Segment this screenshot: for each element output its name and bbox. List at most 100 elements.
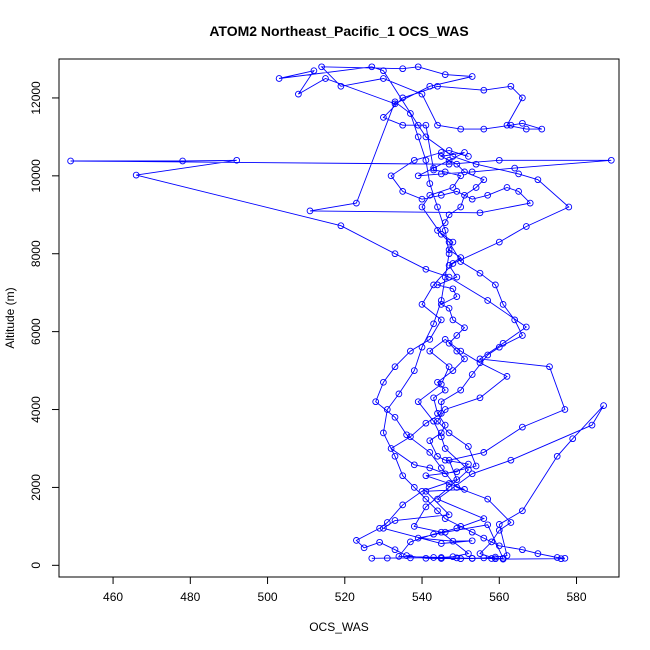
data-point [437,429,445,437]
data-point [453,347,461,355]
data-point [414,172,422,180]
data-point [503,552,511,559]
data-point [407,347,414,355]
data-point [468,555,476,562]
data-point [553,554,561,561]
data-point [522,125,530,133]
data-point [515,188,522,195]
data-point [519,119,526,127]
data-point [449,537,457,545]
data-point [492,555,499,563]
data-point [407,538,414,546]
data-point [515,170,522,178]
data-point [546,363,553,371]
data-point [445,339,453,347]
data-point [426,347,434,355]
data-point [410,367,418,374]
data-point [519,332,526,339]
data-point [445,246,453,254]
data-point [426,191,434,199]
data-point [449,553,457,561]
y-tick-label: 0 [29,562,43,569]
data-point [391,517,399,524]
x-tick-label: 480 [180,590,200,604]
data-point [399,472,407,480]
data-point [295,90,302,98]
data-point [437,301,445,308]
data-point [561,406,569,413]
data-point [383,554,391,562]
data-point [495,526,503,534]
data-point [453,273,461,281]
data-point [441,456,449,464]
data-point [526,199,534,207]
data-point [453,554,461,562]
data-point [430,166,437,174]
data-point [457,386,465,394]
data-point [449,316,457,324]
data-point [511,316,519,324]
data-point [476,355,484,363]
data-point [353,537,360,544]
data-point [472,462,480,470]
data-point [434,121,441,129]
data-point [422,156,430,164]
data-point [465,443,472,450]
data-point [495,542,503,550]
data-point [422,495,430,503]
data-point [368,63,376,71]
data-point [519,507,526,515]
data-point [368,554,376,562]
data-point [422,133,430,141]
data-point [461,191,468,199]
data-point [480,534,488,542]
data-point [457,258,465,265]
data-point [426,336,434,343]
data-point [519,546,526,554]
data-point [441,528,449,536]
data-point [492,281,499,289]
data-point [600,402,607,409]
data-point [434,410,441,417]
data-point [67,157,74,165]
x-tick-label: 560 [489,590,509,604]
data-point [391,363,399,371]
data-point [484,297,492,304]
data-point [437,398,445,406]
x-axis-label: OCS_WAS [309,620,369,634]
data-point [449,260,457,267]
data-point [422,472,430,480]
data-point [380,429,387,437]
data-point [480,515,488,522]
data-point [480,125,488,133]
data-point [553,452,561,460]
data-point [445,429,453,437]
x-tick-label: 500 [258,590,278,604]
data-point [403,431,410,439]
data-point [391,250,399,258]
data-point [310,67,318,75]
data-point [426,464,434,472]
data-point [499,301,507,308]
data-point [322,75,329,82]
data-point [391,100,399,108]
data-point [434,495,441,503]
data-point [522,323,530,331]
data-point [426,449,434,456]
data-point [399,65,407,73]
data-point [457,347,465,355]
data-point [495,343,503,351]
data-point [441,273,449,281]
data-point [437,464,445,472]
data-point [445,304,453,312]
data-point [380,67,387,75]
data-point [422,265,430,273]
data-point [422,554,430,562]
data-point [441,406,449,413]
data-point [426,437,434,445]
y-tick-label: 6000 [29,318,43,345]
data-point [457,254,465,261]
data-point [422,503,430,511]
data-point [465,466,472,474]
data-point [441,227,449,234]
